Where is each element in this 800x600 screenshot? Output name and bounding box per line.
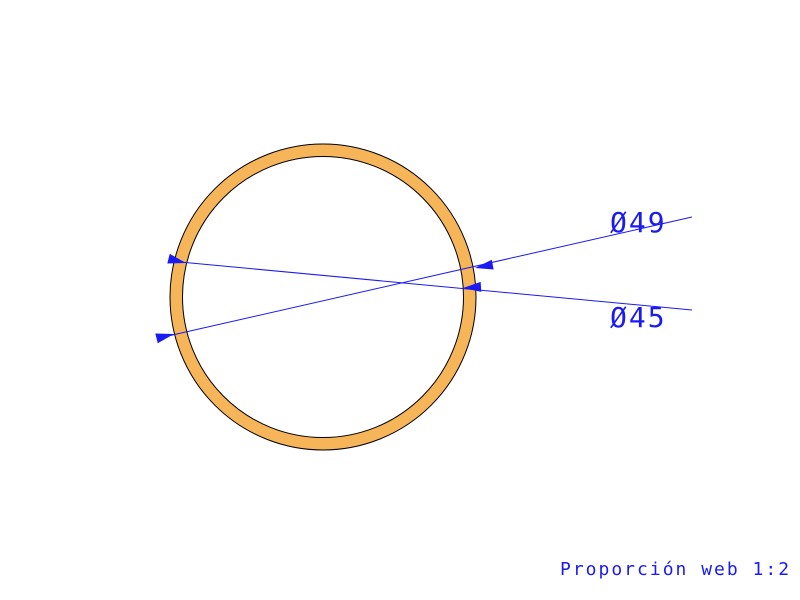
ring-shape (170, 144, 476, 450)
footer-scale-note: Proporción web 1:2 (560, 559, 791, 580)
inner-diameter-label: Ø45 (610, 301, 667, 334)
diagram-canvas: Ø49 Ø45 Proporción web 1:2 (0, 0, 800, 600)
inner-diameter-dimension: Ø45 (167, 254, 692, 334)
outer-diameter-label: Ø49 (610, 206, 667, 239)
